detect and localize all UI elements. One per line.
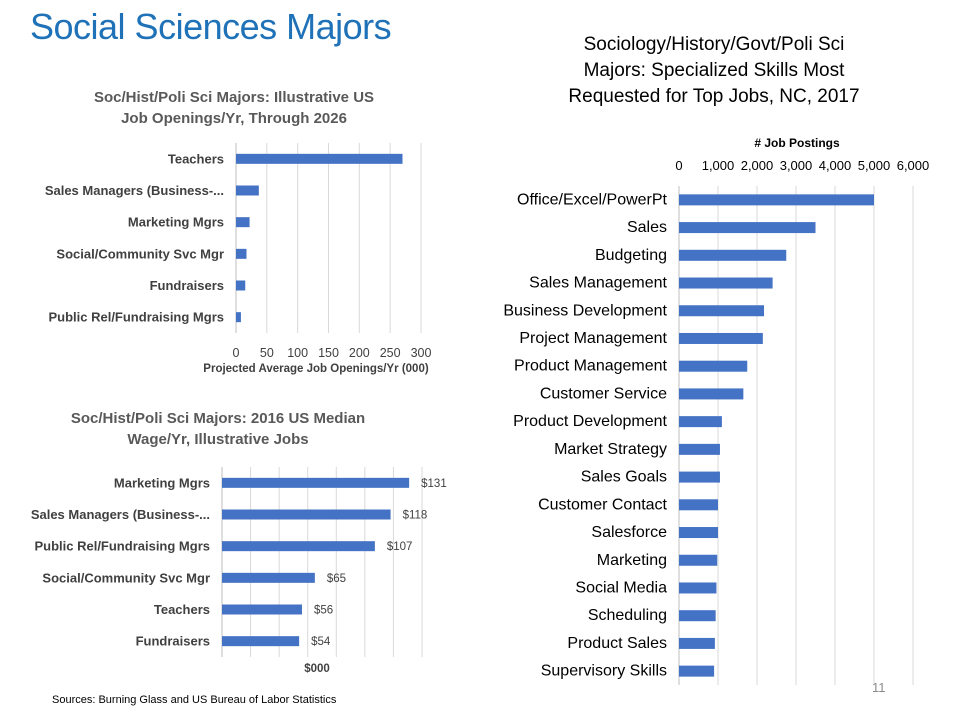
axis-label: # Job Postings bbox=[754, 136, 840, 150]
axis-label: $000 bbox=[304, 663, 330, 675]
bar bbox=[222, 572, 315, 583]
bar bbox=[222, 636, 300, 647]
category-label: Social/Community Svc Mgr bbox=[42, 570, 210, 585]
tick-label: 0 bbox=[233, 346, 240, 360]
bar bbox=[679, 443, 720, 455]
tick-label: 2,000 bbox=[741, 158, 774, 173]
category-label: Product Development bbox=[513, 413, 667, 430]
bar bbox=[236, 312, 241, 323]
category-label: Marketing Mgrs bbox=[114, 475, 210, 490]
bar bbox=[679, 416, 722, 428]
data-label: $65 bbox=[327, 573, 346, 585]
tick-label: 250 bbox=[380, 346, 401, 360]
tick-label: 6,000 bbox=[897, 158, 930, 173]
tick-label: 150 bbox=[318, 346, 339, 360]
category-label: Fundraisers bbox=[136, 634, 210, 649]
tick-label: 100 bbox=[287, 346, 308, 360]
bar bbox=[679, 471, 720, 483]
category-label: Public Rel/Fundraising Mgrs bbox=[34, 539, 210, 554]
bar bbox=[679, 332, 763, 344]
category-label: Sales Managers (Business-... bbox=[45, 183, 224, 198]
bar bbox=[222, 509, 391, 520]
bar bbox=[679, 360, 748, 372]
chart-title-line: Requested for Top Jobs, NC, 2017 bbox=[568, 86, 859, 107]
category-label: Marketing Mgrs bbox=[128, 215, 224, 230]
bar bbox=[679, 277, 773, 289]
bar bbox=[679, 665, 715, 677]
bar bbox=[679, 194, 874, 206]
tick-label: 3,000 bbox=[780, 158, 813, 173]
bar bbox=[236, 217, 250, 228]
category-label: Budgeting bbox=[595, 247, 667, 264]
bar bbox=[236, 248, 247, 259]
category-label: Social Media bbox=[575, 579, 667, 596]
bar bbox=[679, 554, 718, 566]
category-label: Public Rel/Fundraising Mgrs bbox=[48, 310, 224, 325]
category-label: Market Strategy bbox=[554, 441, 667, 458]
tick-label: 4,000 bbox=[819, 158, 852, 173]
chart-title-line: Majors: Specialized Skills Most bbox=[584, 60, 846, 81]
bar bbox=[236, 185, 259, 196]
bar bbox=[236, 280, 246, 291]
category-label: Sales Managers (Business-... bbox=[31, 507, 210, 522]
category-label: Office/Excel/PowerPt bbox=[517, 191, 668, 208]
category-label: Product Management bbox=[514, 358, 668, 375]
category-label: Sales Management bbox=[529, 275, 667, 292]
bar bbox=[236, 153, 403, 164]
bar bbox=[222, 477, 410, 488]
specialized-skills-chart: Sociology/History/Govt/Poli Sci Majors: S… bbox=[503, 34, 929, 685]
data-label: $107 bbox=[387, 541, 413, 553]
chart-title-line: Soc/Hist/Poli Sci Majors: Illustrative U… bbox=[94, 89, 374, 106]
bar bbox=[679, 610, 716, 622]
tick-label: 200 bbox=[349, 346, 370, 360]
category-label: Product Sales bbox=[567, 635, 667, 652]
tick-label: 50 bbox=[260, 346, 274, 360]
category-label: Scheduling bbox=[588, 607, 667, 624]
category-label: Sales bbox=[627, 219, 667, 236]
bar bbox=[679, 582, 717, 594]
chart-title-line: Wage/Yr, Illustrative Jobs bbox=[127, 431, 308, 448]
category-label: Teachers bbox=[154, 602, 210, 617]
tick-label: 0 bbox=[675, 158, 682, 173]
category-label: Sales Goals bbox=[581, 469, 667, 486]
median-wage-chart: Soc/Hist/Poli Sci Majors: 2016 US Median… bbox=[31, 410, 447, 675]
bar bbox=[679, 527, 718, 539]
category-label: Supervisory Skills bbox=[541, 663, 667, 680]
source-note: Sources: Burning Glass and US Bureau of … bbox=[52, 694, 337, 706]
chart-title-line: Sociology/History/Govt/Poli Sci bbox=[584, 34, 845, 55]
category-label: Social/Community Svc Mgr bbox=[56, 246, 224, 261]
chart-title-line: Soc/Hist/Poli Sci Majors: 2016 US Median bbox=[71, 410, 365, 427]
chart-title-line: Job Openings/Yr, Through 2026 bbox=[121, 110, 347, 127]
category-label: Business Development bbox=[503, 302, 667, 319]
data-label: $56 bbox=[314, 605, 333, 617]
job-openings-chart: Soc/Hist/Poli Sci Majors: Illustrative U… bbox=[45, 89, 432, 375]
bar bbox=[679, 637, 715, 649]
bar bbox=[679, 499, 718, 511]
tick-label: 1,000 bbox=[702, 158, 735, 173]
bar bbox=[679, 249, 787, 261]
data-label: $131 bbox=[421, 478, 447, 490]
tick-label: 300 bbox=[411, 346, 432, 360]
bar bbox=[222, 541, 375, 552]
bar bbox=[679, 388, 744, 400]
data-label: $118 bbox=[403, 510, 428, 522]
category-label: Customer Service bbox=[540, 385, 667, 402]
category-label: Marketing bbox=[597, 552, 667, 569]
tick-label: 5,000 bbox=[858, 158, 891, 173]
bar bbox=[679, 222, 816, 234]
bar bbox=[222, 604, 302, 615]
axis-label: Projected Average Job Openings/Yr (000) bbox=[203, 363, 429, 375]
page-number: 11 bbox=[872, 680, 886, 695]
bar bbox=[679, 305, 765, 317]
category-label: Project Management bbox=[519, 330, 667, 347]
slide-title: Social Sciences Majors bbox=[30, 6, 392, 47]
category-label: Teachers bbox=[168, 151, 224, 166]
category-label: Salesforce bbox=[591, 524, 667, 541]
data-label: $54 bbox=[311, 636, 331, 648]
category-label: Customer Contact bbox=[538, 496, 667, 513]
category-label: Fundraisers bbox=[150, 278, 224, 293]
